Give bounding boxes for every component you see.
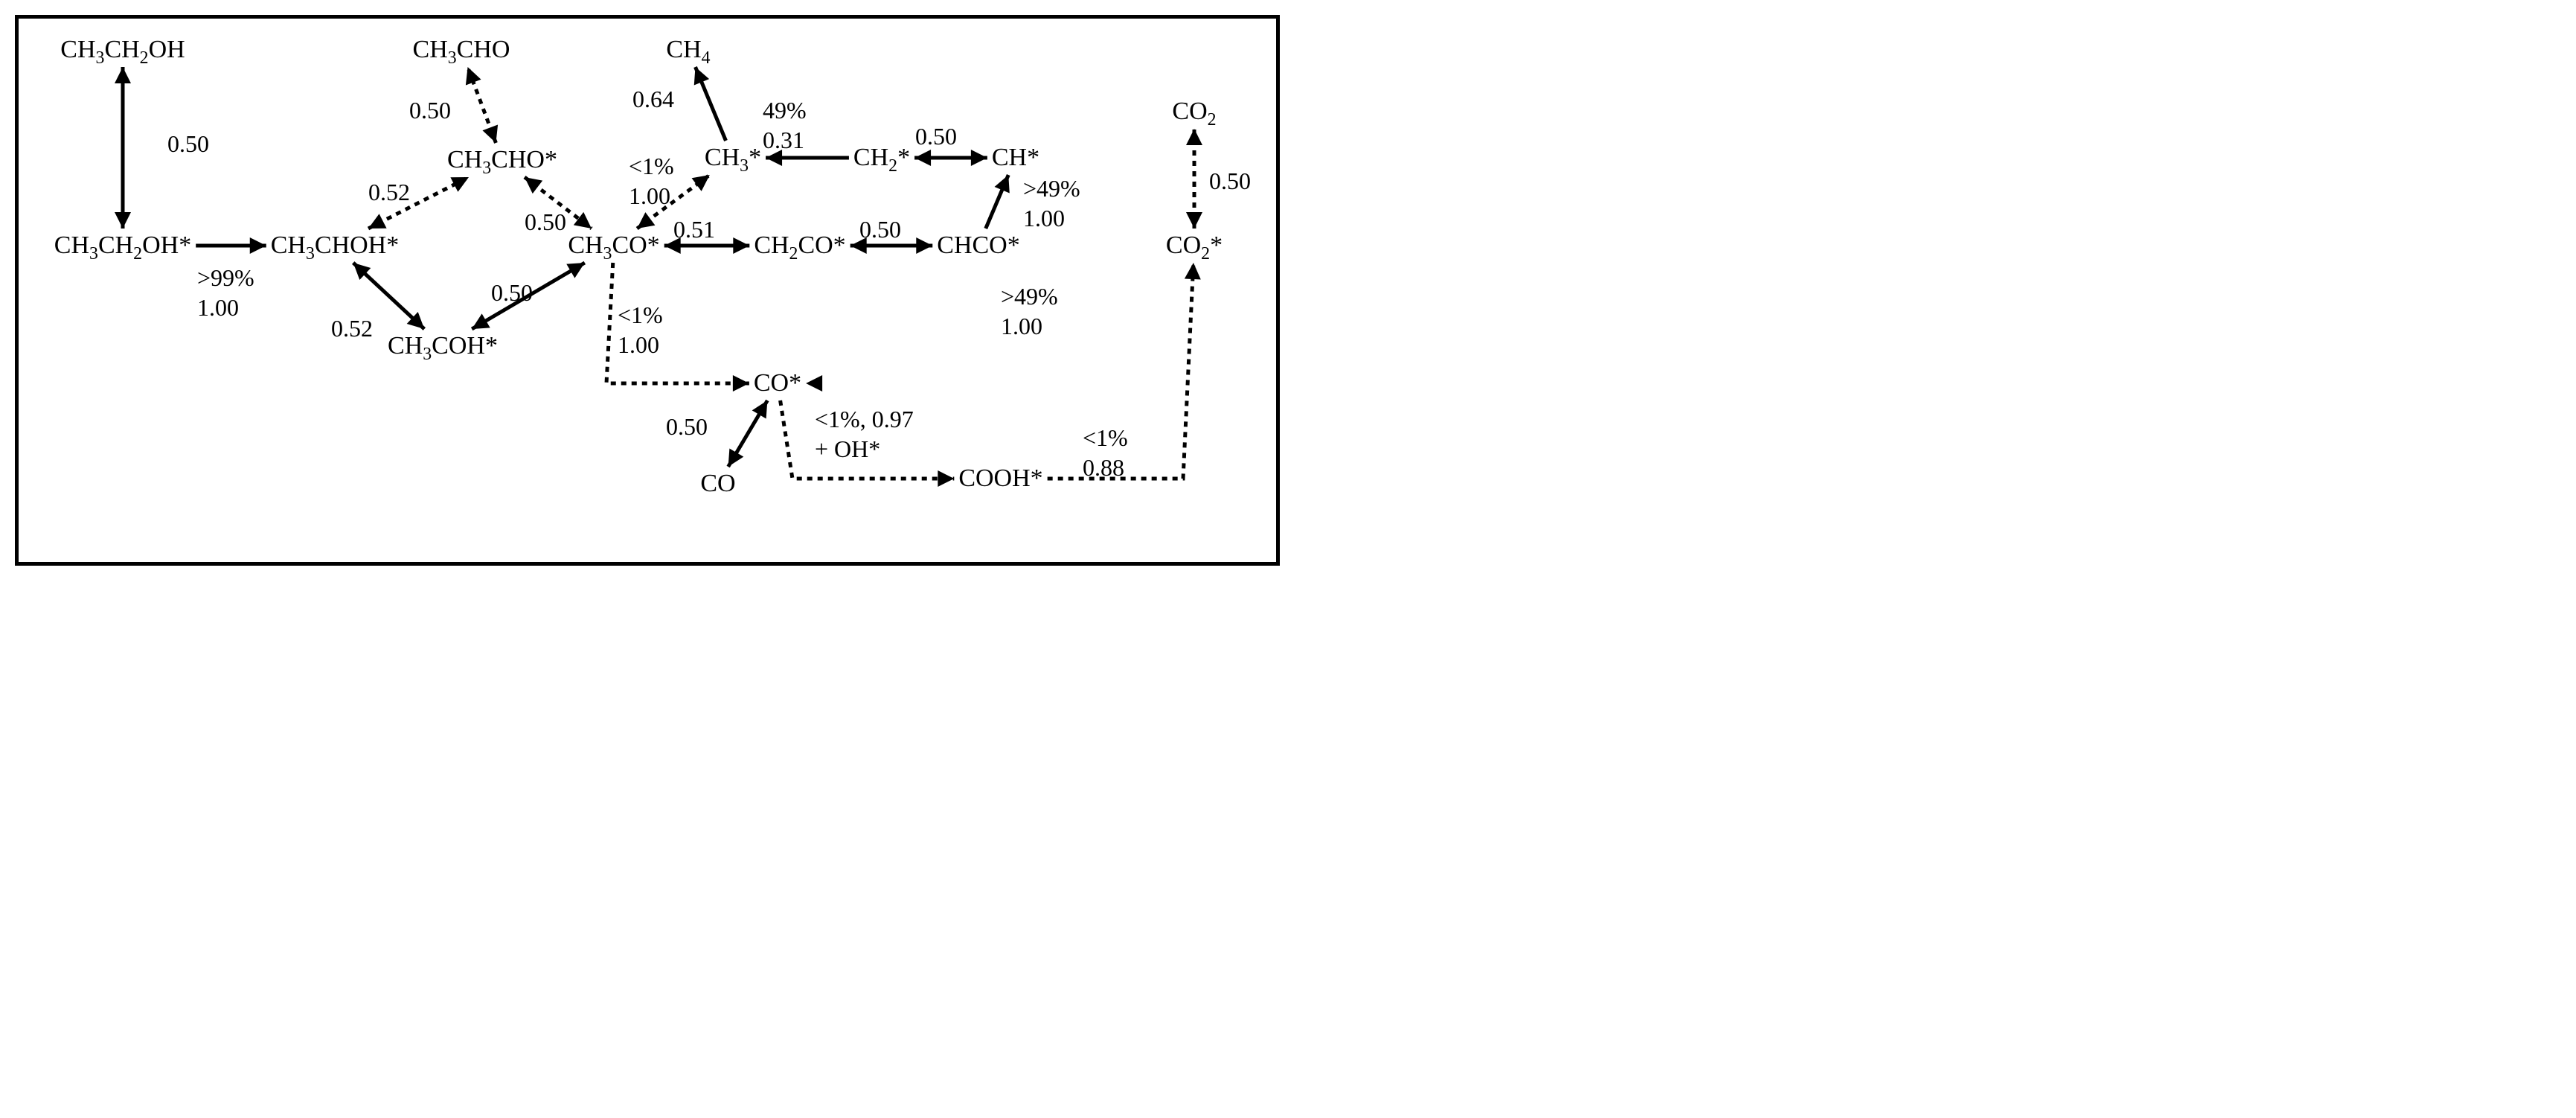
node-ch3cho: CH3CHO: [413, 36, 510, 64]
node-chco: CHCO*: [937, 231, 1019, 260]
label-l_ch2_pct: 49%: [763, 97, 807, 124]
reaction-diagram: CH3CH2OH CH3CH2OH* CH3CHOH* CH3CHO CH3CHO* CH…: [15, 15, 1280, 566]
label-l_chco: 0.50: [859, 216, 901, 243]
label-l_ch2_val: 0.31: [763, 127, 804, 154]
node-ch3coh: CH3COH*: [388, 332, 498, 360]
label-l_ch3_val: 1.00: [629, 182, 670, 210]
label-l_chco_co_b: 1.00: [1001, 313, 1042, 340]
label-l_ch4: 0.64: [632, 86, 674, 113]
node-ch3choh: CH3CHOH*: [271, 231, 399, 260]
label-l_co2ads_a: <1%: [1083, 424, 1128, 452]
node-ch3co: CH3CO*: [568, 231, 659, 260]
label-l_ch3co_co_b: 1.00: [618, 331, 659, 359]
label-l_eth_des: 0.50: [167, 130, 209, 158]
node-co_ads: CO*: [754, 369, 801, 397]
node-ch3: CH3*: [705, 144, 761, 172]
node-ch4: CH4: [666, 36, 710, 64]
label-l_chco_co_a: >49%: [1001, 283, 1058, 310]
label-l_cooh_a: <1%, 0.97: [815, 406, 914, 433]
label-l_ch2co: 0.51: [673, 216, 715, 243]
label-l_co_des: 0.50: [666, 413, 708, 441]
label-l_ch3_pct: <1%: [629, 153, 674, 180]
node-co2: CO2: [1172, 98, 1216, 126]
label-l_ch3co_co_a: <1%: [618, 301, 663, 329]
label-l_chco_ch_a: >49%: [1023, 175, 1080, 202]
node-co: CO: [700, 470, 735, 498]
label-l_choh_coh: 0.52: [331, 315, 373, 342]
node-ethanol_ads: CH3CH2OH*: [54, 231, 191, 260]
label-l_eth_step1a: >99%: [197, 264, 254, 292]
node-co2_ads: CO2*: [1166, 231, 1223, 260]
label-l_cooh_b: + OH*: [815, 435, 880, 463]
label-l_eth_step1b: 1.00: [197, 294, 239, 322]
label-l_chco_ch_b: 1.00: [1023, 205, 1065, 232]
node-cooh: COOH*: [958, 464, 1042, 493]
label-l_cho_des: 0.50: [409, 97, 451, 124]
label-l_ch_val: 0.50: [915, 123, 957, 150]
label-l_choh_cho: 0.52: [368, 179, 410, 206]
label-l_cho_co: 0.50: [525, 208, 566, 236]
node-ch2: CH2*: [853, 144, 910, 172]
node-ethanol: CH3CH2OH: [60, 36, 185, 64]
label-l_co2ads_b: 0.88: [1083, 454, 1124, 482]
label-l_coh_co: 0.50: [491, 279, 533, 307]
node-ch2co: CH2CO*: [754, 231, 845, 260]
node-ch: CH*: [992, 144, 1039, 172]
node-ch3cho_ads: CH3CHO*: [447, 146, 557, 174]
label-l_co2_des: 0.50: [1209, 167, 1251, 195]
